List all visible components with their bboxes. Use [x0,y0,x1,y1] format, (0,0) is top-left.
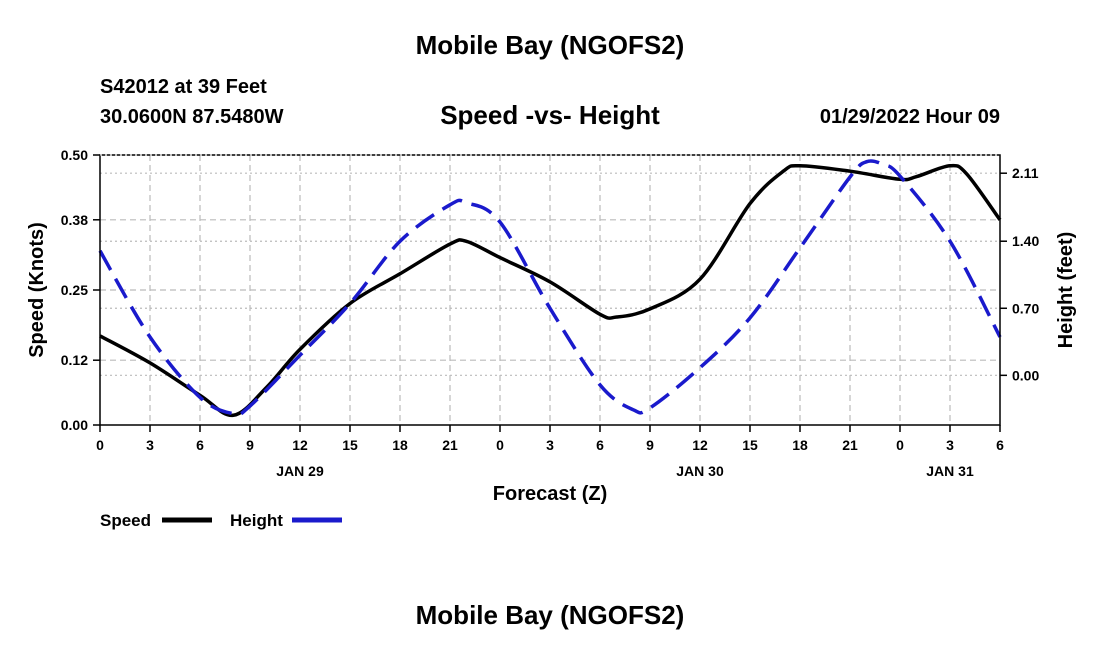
x-tick-label: 18 [792,437,808,453]
y2-tick-label: 2.11 [1012,165,1039,181]
date-label: JAN 31 [926,463,974,479]
y-tick-label: 0.25 [61,282,88,298]
x-tick-label: 9 [646,437,654,453]
grid [100,155,1000,425]
legend: Speed Height [100,511,342,530]
x-tick-label: 9 [246,437,254,453]
station-coordinates: 30.0600N 87.5480W [100,106,284,128]
x-tick-label: 3 [546,437,554,453]
y2-tick-label: 1.40 [1012,233,1039,249]
x-tick-label: 15 [342,437,358,453]
series-line-height [98,159,1002,417]
x-tick-label: 21 [442,437,458,453]
repeated-chart-title: Mobile Bay (NGOFS2) [415,600,685,630]
legend-label-height: Height [230,511,283,530]
x-tick-label: 3 [146,437,154,453]
y-tick-label: 0.50 [61,147,88,163]
x-axis-title: Forecast (Z) [493,483,607,505]
y2-tick-label: 0.70 [1012,300,1039,316]
x-tick-label: 6 [196,437,204,453]
legend-label-speed: Speed [100,511,151,530]
date-label: JAN 30 [676,463,724,479]
plot-lines [98,159,1002,418]
y-tick-label: 0.00 [61,417,88,433]
forecast-datetime: 01/29/2022 Hour 09 [819,106,1000,128]
x-tick-label: 6 [596,437,604,453]
x-tick-label: 6 [996,437,1004,453]
speed-height-chart: 0 3 6 9 12 15 18 21 0 3 6 9 12 15 18 21 0 3 6 JAN 29 JAN 30 J… [26,147,1077,530]
y-tick-label: 0.38 [61,212,88,228]
y-axis-title: Speed (Knots) [26,222,48,358]
x-tick-label: 0 [496,437,504,453]
x-tick-label: 12 [692,437,708,453]
x-tick-label: 0 [96,437,104,453]
chart-subtitle: Speed -vs- Height [440,100,660,130]
date-label: JAN 29 [276,463,324,479]
x-tick-label: 12 [292,437,308,453]
x-tick-label: 18 [392,437,408,453]
series-line-speed [99,163,1002,418]
chart-main-title: Mobile Bay (NGOFS2) [415,30,685,60]
y2-tick-label: 0.00 [1012,367,1039,383]
x-tick-label: 21 [842,437,858,453]
axes: 0 3 6 9 12 15 18 21 0 3 6 9 12 15 18 21 0 3 6 JAN 29 JAN 30 J… [61,147,1040,479]
y2-axis-title: Height (feet) [1055,232,1077,349]
x-tick-label: 15 [742,437,758,453]
x-tick-label: 3 [946,437,954,453]
station-depth-label: S42012 at 39 Feet [100,76,267,98]
y-tick-label: 0.12 [61,352,88,368]
x-tick-label: 0 [896,437,904,453]
